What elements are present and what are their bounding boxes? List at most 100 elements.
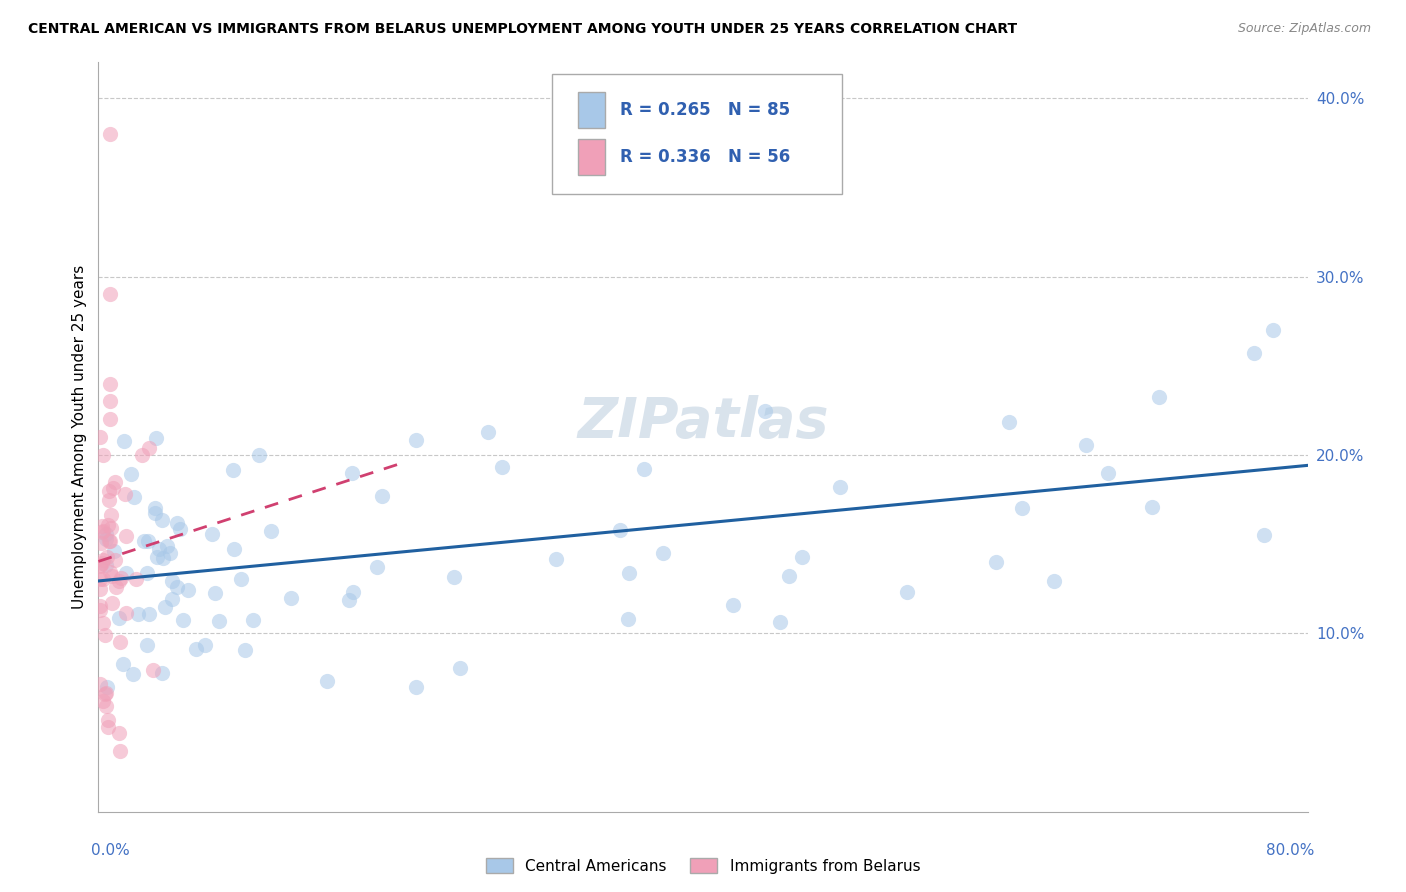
Point [98,534,121,549]
Point [166,581,188,595]
Point [340,466,363,480]
Point [94,686,117,700]
Point [136,533,159,548]
Point [89,559,111,574]
Point [89,603,111,617]
Point [830,480,852,494]
Point [617,612,640,626]
FancyBboxPatch shape [578,139,605,175]
Point [90,536,112,550]
Point [114,487,136,501]
Point [1011,500,1033,515]
Point [94,628,117,642]
Legend: Central Americans, Immigrants from Belarus: Central Americans, Immigrants from Belar… [479,852,927,880]
Point [104,475,127,490]
Point [96,527,118,541]
Point [721,599,744,613]
Y-axis label: Unemployment Among Youth under 25 years: Unemployment Among Youth under 25 years [72,265,87,609]
Point [1253,528,1275,542]
Point [89,558,111,572]
Point [609,523,631,537]
Point [97,714,120,728]
Point [110,744,132,758]
Point [112,434,135,448]
Point [90,525,112,540]
Point [127,607,149,621]
Point [138,441,160,455]
Point [98,493,121,508]
Point [366,560,388,574]
Point [103,544,125,558]
Point [477,425,499,439]
Point [143,506,166,520]
Point [1140,500,1163,514]
Point [91,448,114,462]
Point [370,489,392,503]
Point [91,553,114,567]
Point [146,549,169,564]
Point [247,448,270,462]
Point [617,566,640,580]
Point [984,555,1007,569]
Point [100,521,122,535]
Point [108,635,131,649]
Point [91,615,114,630]
Point [104,580,127,594]
Point [405,680,427,694]
Point [89,676,111,690]
Point [111,657,134,672]
Point [152,550,174,565]
Point [224,541,246,556]
Point [1043,574,1066,588]
Point [159,546,181,560]
Point [108,611,131,625]
Point [222,463,245,477]
Point [114,529,136,543]
Text: CENTRAL AMERICAN VS IMMIGRANTS FROM BELARUS UNEMPLOYMENT AMONG YOUTH UNDER 25 YE: CENTRAL AMERICAN VS IMMIGRANTS FROM BELA… [28,22,1018,37]
Point [98,394,121,409]
Point [91,519,114,533]
Point [98,127,121,141]
Point [172,613,194,627]
Point [208,614,231,628]
Point [134,534,156,549]
Point [121,667,143,681]
Point [143,501,166,516]
Point [1076,438,1098,452]
Point [449,661,471,675]
Point [1147,390,1170,404]
Point [98,412,121,426]
Point [114,606,136,620]
Point [148,541,170,556]
Point [160,574,183,588]
Point [93,693,115,707]
Point [184,642,207,657]
Point [315,674,337,689]
Text: R = 0.336   N = 56: R = 0.336 N = 56 [620,148,790,166]
Point [89,582,111,596]
Point [115,566,138,580]
Point [194,639,217,653]
Point [633,462,655,476]
FancyBboxPatch shape [578,93,605,128]
Point [101,569,124,583]
Text: ZIPatlas: ZIPatlas [578,395,828,449]
Point [1263,323,1285,337]
FancyBboxPatch shape [551,74,842,194]
Point [792,550,814,565]
Point [90,556,112,570]
Point [231,572,253,586]
Point [769,615,792,630]
Text: 0.0%: 0.0% [91,843,131,858]
Point [94,558,117,572]
Point [97,518,120,533]
Point [94,532,117,546]
Point [156,539,179,553]
Point [233,642,256,657]
Point [89,599,111,613]
Point [491,459,513,474]
Point [100,566,122,580]
Point [124,490,146,504]
Point [89,572,111,586]
Point [104,553,127,567]
